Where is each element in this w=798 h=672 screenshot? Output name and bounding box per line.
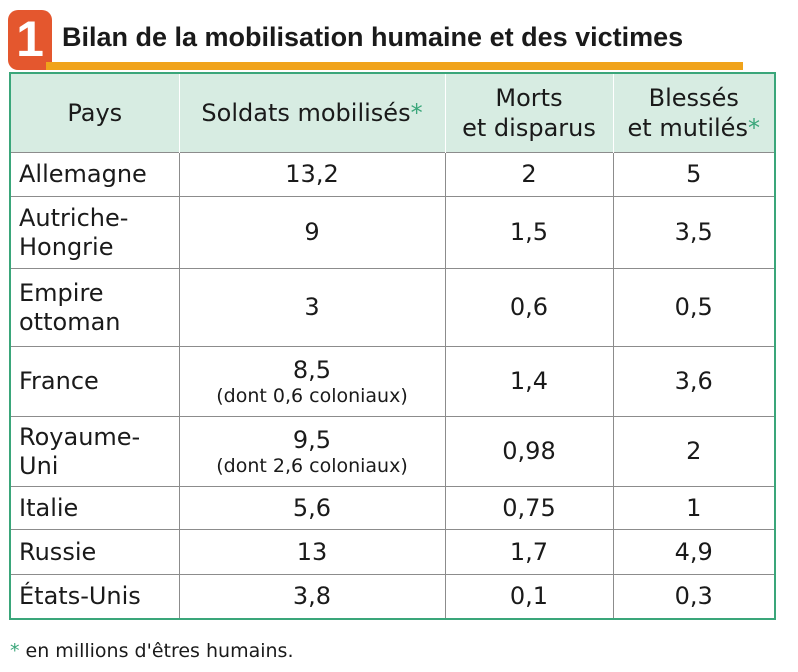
country-cell: États-Unis — [9, 574, 180, 619]
dead-cell: 0,75 — [444, 486, 614, 530]
table-row: Empire ottoman 3 0,6 0,5 — [9, 268, 776, 347]
dead-cell: 2 — [444, 152, 614, 197]
colonial-note: (dont 0,6 coloniaux) — [216, 385, 408, 407]
country-cell: Empire ottoman — [9, 268, 180, 347]
country-cell: Italie — [9, 486, 180, 530]
asterisk-mark: * — [10, 640, 20, 662]
colonial-note: (dont 2,6 coloniaux) — [216, 455, 408, 477]
wounded-cell: 0,3 — [612, 574, 776, 619]
mobilization-table: Pays Soldats mobilisés* Morts et disparus… — [9, 72, 776, 620]
wounded-cell: 1 — [612, 486, 776, 530]
soldiers-cell: 13 — [178, 529, 446, 575]
table-row: Allemagne 13,2 2 5 — [9, 152, 776, 197]
title-underline — [46, 62, 743, 70]
table-row: Italie 5,6 0,75 1 — [9, 486, 776, 530]
soldiers-cell: 5,6 — [178, 486, 446, 530]
table-header-row: Pays Soldats mobilisés* Morts et disparus… — [10, 73, 775, 153]
soldiers-cell: 13,2 — [178, 152, 446, 197]
header-dead: Morts et disparus — [444, 73, 613, 153]
country-cell: France — [9, 346, 180, 417]
soldiers-cell: 3 — [178, 268, 446, 347]
country-cell: Royaume-Uni — [9, 416, 180, 487]
wounded-cell: 3,6 — [612, 346, 776, 417]
dead-cell: 0,6 — [444, 268, 614, 347]
table-row: États-Unis 3,8 0,1 0,3 — [9, 574, 776, 619]
asterisk-mark: * — [747, 114, 760, 142]
dead-cell: 0,1 — [444, 574, 614, 619]
table-row: Russie 13 1,7 4,9 — [9, 529, 776, 575]
country-cell: Allemagne — [9, 152, 180, 197]
wounded-cell: 4,9 — [612, 529, 776, 575]
wounded-cell: 3,5 — [612, 196, 776, 269]
asterisk-mark: * — [410, 99, 423, 127]
footnote: * en millions d'êtres humains. — [10, 640, 294, 662]
table-row: Autriche- Hongrie 9 1,5 3,5 — [9, 196, 776, 269]
section-number-badge: 1 — [8, 10, 52, 70]
dead-cell: 1,5 — [444, 196, 614, 269]
header-country: Pays — [10, 73, 179, 153]
soldiers-cell: 9 — [178, 196, 446, 269]
table-row: Royaume-Uni 9,5 (dont 2,6 coloniaux) 0,98… — [9, 416, 776, 487]
country-cell: Russie — [9, 529, 180, 575]
dead-cell: 0,98 — [444, 416, 614, 487]
wounded-cell: 5 — [612, 152, 776, 197]
page-title: Bilan de la mobilisation humaine et des … — [62, 22, 684, 52]
dead-cell: 1,4 — [444, 346, 614, 417]
soldiers-cell: 8,5 (dont 0,6 coloniaux) — [178, 346, 446, 417]
soldiers-cell: 9,5 (dont 2,6 coloniaux) — [178, 416, 446, 487]
dead-cell: 1,7 — [444, 529, 614, 575]
wounded-cell: 2 — [612, 416, 776, 487]
header-wounded: Blessés et mutilés* — [612, 73, 775, 153]
table-row: France 8,5 (dont 0,6 coloniaux) 1,4 3,6 — [9, 346, 776, 417]
header-soldiers: Soldats mobilisés* — [178, 73, 445, 153]
country-cell: Autriche- Hongrie — [9, 196, 180, 269]
wounded-cell: 0,5 — [612, 268, 776, 347]
soldiers-cell: 3,8 — [178, 574, 446, 619]
